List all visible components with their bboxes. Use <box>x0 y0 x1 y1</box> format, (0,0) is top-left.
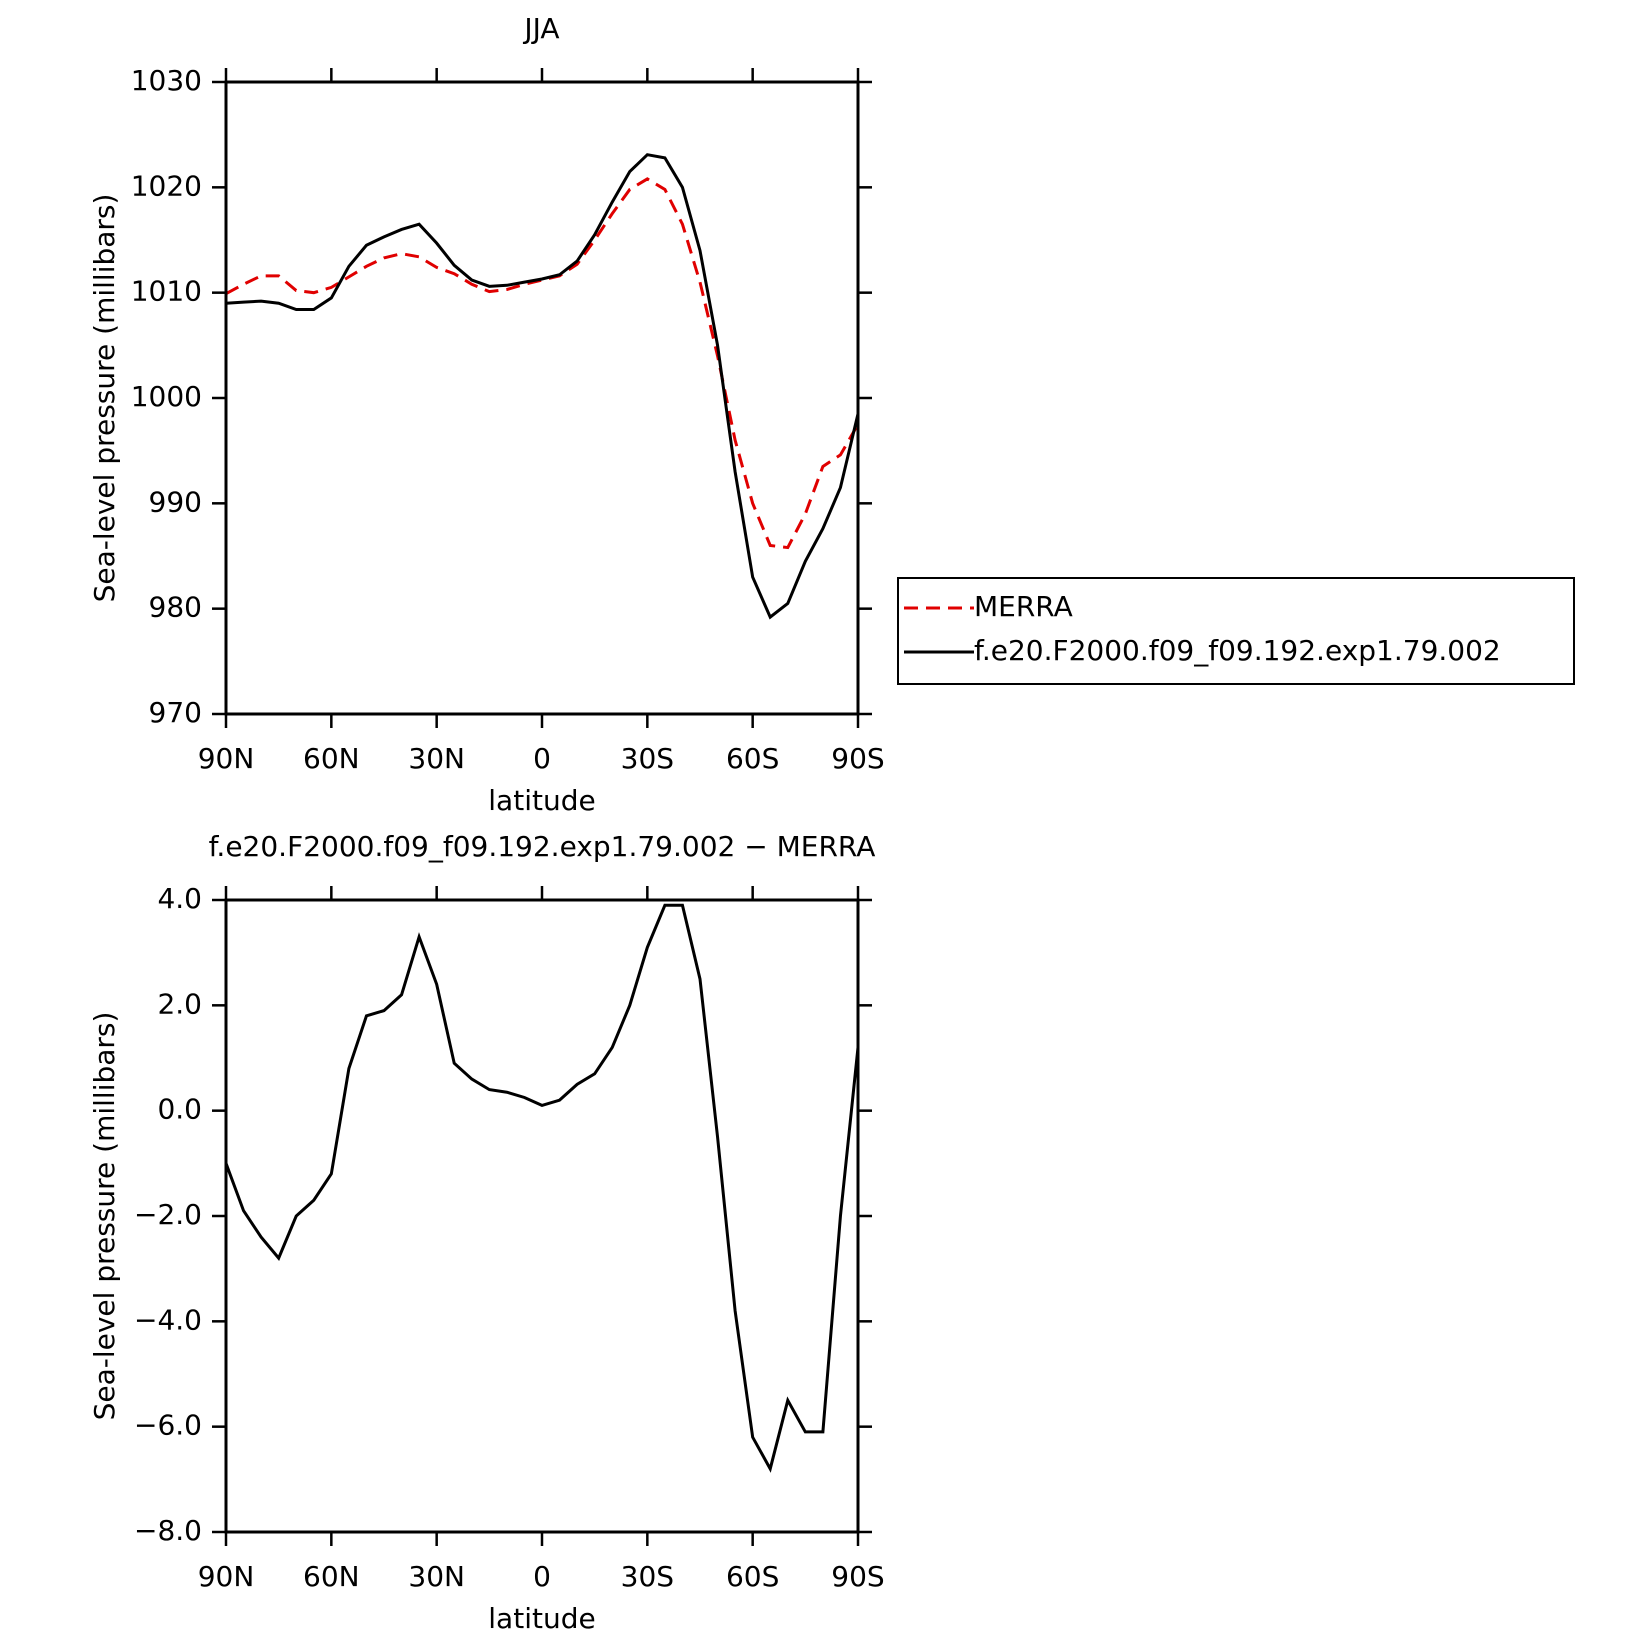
y-tick-label: 2.0 <box>157 987 202 1020</box>
x-tick-label: 30N <box>408 1560 465 1593</box>
legend-box <box>897 577 1575 685</box>
data-line <box>225 177 860 550</box>
panel: f.e20.F2000.f09_f09.192.exp1.79.002 − ME… <box>88 830 885 1635</box>
x-tick-label: 90S <box>831 1560 884 1593</box>
plot-frame <box>224 898 860 1534</box>
x-tick-label: 60N <box>303 1560 360 1593</box>
y-tick-label: 0.0 <box>157 1093 202 1126</box>
x-tick-label: 90S <box>831 742 884 775</box>
legend-label: f.e20.F2000.f09_f09.192.exp1.79.002 <box>974 634 1501 667</box>
y-tick-label: −4.0 <box>134 1303 202 1336</box>
y-tick-label: 1000 <box>131 380 202 413</box>
legend: MERRA f.e20.F2000.f09_f09.192.exp1.79.002 <box>897 577 1575 685</box>
y-axis-label: Sea-level pressure (millibars) <box>88 194 121 603</box>
data-line <box>224 903 860 1473</box>
x-tick-label: 30S <box>621 1560 674 1593</box>
y-tick-label: 970 <box>149 696 202 729</box>
y-tick-label: 4.0 <box>157 882 202 915</box>
chart-title: JJA <box>522 12 559 45</box>
x-axis-label: latitude <box>488 784 595 817</box>
x-tick-label: 60S <box>726 742 779 775</box>
x-tick-label: 0 <box>533 742 551 775</box>
plot-frame <box>224 80 860 716</box>
x-tick-label: 30S <box>621 742 674 775</box>
y-axis-label: Sea-level pressure (millibars) <box>88 1012 121 1421</box>
x-tick-label: 60S <box>726 1560 779 1593</box>
x-tick-label: 90N <box>198 1560 255 1593</box>
panel: JJA 970 980 990 1000 1010 1020 1030 90N 60N 30N 0 30… <box>88 12 1575 817</box>
y-tick-label: 990 <box>149 485 202 518</box>
legend-label: MERRA <box>974 590 1073 623</box>
x-tick-label: 0 <box>533 1560 551 1593</box>
y-tick-label: 980 <box>149 591 202 624</box>
y-tick-label: 1030 <box>131 64 202 97</box>
y-tick-label: −8.0 <box>134 1514 202 1547</box>
chart-title: f.e20.F2000.f09_f09.192.exp1.79.002 − ME… <box>209 830 876 863</box>
y-tick-label: −6.0 <box>134 1409 202 1442</box>
y-tick-label: 1020 <box>131 169 202 202</box>
x-tick-label: 90N <box>198 742 255 775</box>
x-tick-label: 60N <box>303 742 360 775</box>
data-line <box>225 153 860 620</box>
x-tick-label: 30N <box>408 742 465 775</box>
y-tick-label: 1010 <box>131 275 202 308</box>
x-axis-label: latitude <box>488 1602 595 1635</box>
y-tick-label: −2.0 <box>134 1198 202 1231</box>
